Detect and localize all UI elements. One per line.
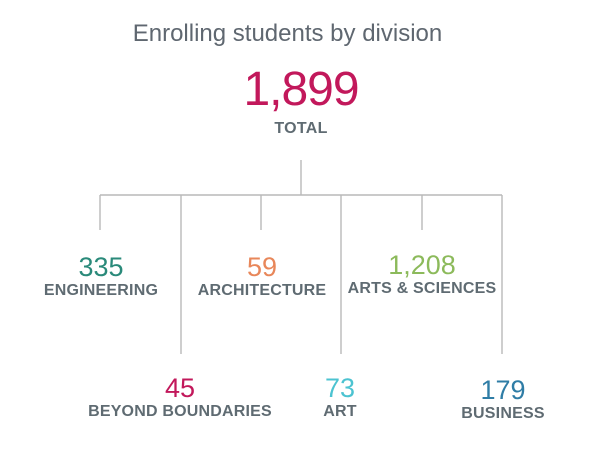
business-value: 179 — [480, 375, 526, 405]
node-art: 73 ART — [323, 373, 356, 421]
art-label: ART — [323, 403, 357, 420]
arts-sciences-label: ARTS & SCIENCES — [347, 280, 497, 297]
architecture-value: 59 — [246, 252, 278, 282]
diagram-title: Enrolling students by division — [132, 20, 443, 47]
business-label: BUSINESS — [461, 405, 545, 422]
node-arts-sciences: 1,208 ARTS & SCIENCES — [348, 250, 497, 298]
node-business: 179 BUSINESS — [461, 375, 544, 423]
arts-sciences-value: 1,208 — [388, 250, 456, 280]
beyond-boundaries-label: BEYOND BOUNDARIES — [88, 403, 272, 420]
beyond-boundaries-value: 45 — [164, 373, 196, 403]
total-value: 1,899 — [243, 63, 359, 116]
total-label: TOTAL — [274, 120, 328, 137]
node-beyond-boundaries: 45 BEYOND BOUNDARIES — [88, 373, 272, 421]
engineering-value: 335 — [78, 252, 124, 282]
node-engineering: 335 ENGINEERING — [44, 252, 158, 300]
engineering-label: ENGINEERING — [43, 282, 159, 299]
architecture-label: ARCHITECTURE — [197, 282, 327, 299]
node-architecture: 59 ARCHITECTURE — [198, 252, 327, 300]
art-value: 73 — [324, 373, 356, 403]
